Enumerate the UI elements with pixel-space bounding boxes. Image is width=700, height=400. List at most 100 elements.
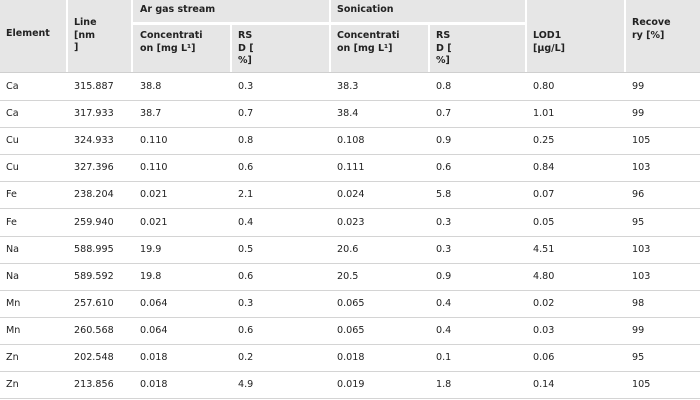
cell-conc-ar: 0.018 bbox=[140, 379, 168, 391]
cell-line: 202.548 bbox=[74, 352, 114, 363]
cell-lod: 0.02 bbox=[533, 297, 555, 309]
cell-line: 259.940 bbox=[74, 216, 114, 228]
header-recovery-l1: Recove bbox=[632, 17, 671, 28]
header-lod-l2: [μg/L] bbox=[533, 42, 565, 54]
cell-line: 327.396 bbox=[74, 162, 114, 174]
table-row: Cu 327.396 0.110 0.6 0.111 0.6 0.84 103 bbox=[0, 155, 700, 183]
cell-conc-son: 0.024 bbox=[337, 189, 365, 201]
cell-rsd-son: 0.1 bbox=[436, 352, 452, 363]
header-rsd-ar: RS D [ %] bbox=[238, 30, 254, 68]
cell-element: Na bbox=[6, 243, 20, 255]
header-rsd-ar-l2: D [ bbox=[238, 42, 254, 54]
cell-conc-ar: 0.064 bbox=[140, 324, 168, 336]
cell-rsd-son: 0.9 bbox=[436, 270, 452, 282]
cell-recovery: 99 bbox=[632, 81, 645, 92]
cell-rsd-ar: 0.7 bbox=[238, 108, 254, 120]
table-row: Zn 202.548 0.018 0.2 0.018 0.1 0.06 95 bbox=[0, 345, 700, 373]
cell-conc-son: 0.023 bbox=[337, 216, 365, 228]
cell-line: 588.995 bbox=[74, 243, 114, 255]
cell-recovery: 103 bbox=[632, 270, 651, 282]
cell-rsd-ar: 0.6 bbox=[238, 324, 254, 336]
header-rsd-son-l1: RS bbox=[436, 30, 451, 41]
header-cell-rsd-son bbox=[430, 25, 525, 72]
cell-rsd-ar: 4.9 bbox=[238, 379, 254, 391]
cell-conc-ar: 38.7 bbox=[140, 108, 162, 120]
cell-rsd-ar: 2.1 bbox=[238, 189, 254, 201]
cell-rsd-son: 0.4 bbox=[436, 324, 452, 336]
header-rsd-ar-l3: %] bbox=[238, 55, 252, 66]
header-cell-lod bbox=[527, 0, 624, 72]
header-cell-conc-son bbox=[331, 25, 428, 72]
cell-rsd-son: 0.9 bbox=[436, 135, 452, 147]
cell-conc-ar: 0.021 bbox=[140, 216, 168, 228]
header-lod: LOD1 [μg/L] bbox=[533, 30, 565, 55]
header-conc-son: Concentrati on [mg L¹] bbox=[337, 30, 400, 55]
cell-recovery: 105 bbox=[632, 379, 651, 391]
cell-lod: 0.06 bbox=[533, 352, 555, 363]
cell-line: 589.592 bbox=[74, 270, 114, 282]
header-line-l3: ] bbox=[74, 42, 79, 53]
cell-line: 213.856 bbox=[74, 379, 114, 391]
header-cell-conc-ar bbox=[133, 25, 230, 72]
table-row: Cu 324.933 0.110 0.8 0.108 0.9 0.25 105 bbox=[0, 128, 700, 156]
cell-conc-son: 0.018 bbox=[337, 352, 365, 363]
cell-conc-son: 20.6 bbox=[337, 243, 359, 255]
table-row: Mn 257.610 0.064 0.3 0.065 0.4 0.02 98 bbox=[0, 290, 700, 318]
cell-recovery: 103 bbox=[632, 243, 651, 255]
cell-recovery: 105 bbox=[632, 135, 651, 147]
cell-element: Mn bbox=[6, 324, 21, 336]
cell-conc-son: 0.019 bbox=[337, 379, 365, 391]
cell-element: Ca bbox=[6, 108, 19, 120]
header-conc-son-l2: on [mg L¹] bbox=[337, 42, 393, 54]
cell-rsd-son: 1.8 bbox=[436, 379, 452, 391]
cell-conc-son: 0.111 bbox=[337, 162, 365, 174]
cell-rsd-son: 0.6 bbox=[436, 162, 452, 174]
header-line-l1: Line bbox=[74, 17, 97, 28]
cell-lod: 0.80 bbox=[533, 81, 555, 92]
cell-recovery: 98 bbox=[632, 297, 645, 309]
cell-conc-son: 20.5 bbox=[337, 270, 359, 282]
table-row: Fe 238.204 0.021 2.1 0.024 5.8 0.07 96 bbox=[0, 182, 700, 210]
cell-element: Cu bbox=[6, 135, 19, 147]
header-line: Line [nm ] bbox=[74, 17, 97, 55]
cell-conc-ar: 0.110 bbox=[140, 135, 168, 147]
cell-element: Zn bbox=[6, 352, 19, 363]
header-element: Element bbox=[6, 28, 50, 39]
table-row: Ca 317.933 38.7 0.7 38.4 0.7 1.01 99 bbox=[0, 101, 700, 129]
cell-recovery: 95 bbox=[632, 216, 645, 228]
header-cell-ar-group bbox=[133, 0, 329, 22]
header-cell-recovery bbox=[626, 0, 700, 72]
cell-line: 315.887 bbox=[74, 81, 114, 92]
cell-element: Fe bbox=[6, 189, 17, 201]
cell-rsd-son: 5.8 bbox=[436, 189, 452, 201]
cell-rsd-ar: 0.3 bbox=[238, 297, 254, 309]
cell-lod: 0.05 bbox=[533, 216, 555, 228]
header-cell-son-group bbox=[331, 0, 525, 22]
cell-rsd-son: 0.3 bbox=[436, 243, 452, 255]
header-lod-l1: LOD1 bbox=[533, 30, 562, 41]
header-conc-ar-l2: on [mg L¹] bbox=[140, 42, 196, 54]
header-conc-ar-l1: Concentrati bbox=[140, 30, 203, 41]
cell-conc-son: 0.065 bbox=[337, 324, 365, 336]
cell-lod: 0.03 bbox=[533, 324, 555, 336]
cell-recovery: 103 bbox=[632, 162, 651, 174]
cell-element: Cu bbox=[6, 162, 19, 174]
header-conc-son-l1: Concentrati bbox=[337, 30, 400, 41]
header-rsd-son-l2: D [ bbox=[436, 42, 452, 54]
cell-rsd-son: 0.4 bbox=[436, 297, 452, 309]
header-cell-element bbox=[0, 0, 66, 72]
cell-rsd-ar: 0.3 bbox=[238, 81, 254, 92]
cell-line: 238.204 bbox=[74, 189, 114, 201]
cell-conc-ar: 0.110 bbox=[140, 162, 168, 174]
table-row: Mn 260.568 0.064 0.6 0.065 0.4 0.03 99 bbox=[0, 317, 700, 345]
cell-conc-son: 38.3 bbox=[337, 81, 359, 92]
cell-rsd-ar: 0.4 bbox=[238, 216, 254, 228]
cell-rsd-ar: 0.8 bbox=[238, 135, 254, 147]
table-header: Element Line [nm ] Ar gas stream Sonicat… bbox=[0, 0, 700, 73]
cell-recovery: 99 bbox=[632, 324, 645, 336]
cell-rsd-ar: 0.5 bbox=[238, 243, 254, 255]
cell-rsd-son: 0.8 bbox=[436, 81, 452, 92]
header-line-l2: [nm bbox=[74, 29, 96, 41]
cell-lod: 1.01 bbox=[533, 108, 555, 120]
